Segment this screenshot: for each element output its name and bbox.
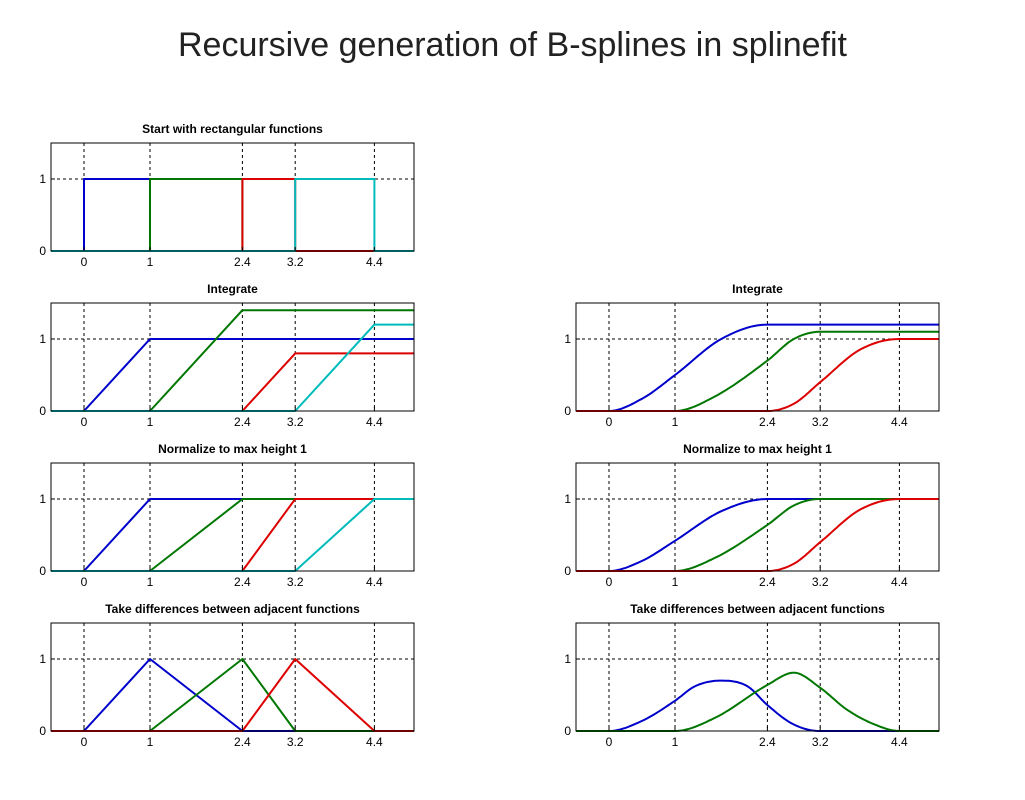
x-tick-label: 0 <box>606 415 613 429</box>
series-line-3 <box>51 658 414 732</box>
axes-frame <box>50 302 415 412</box>
y-tick-label: 1 <box>39 652 46 666</box>
y-tick-label: 1 <box>39 332 46 346</box>
y-tick-label: 1 <box>564 492 571 506</box>
subplot-title: Normalize to max height 1 <box>683 442 832 456</box>
x-tick-label: 0 <box>606 735 613 749</box>
x-tick-label: 3.2 <box>812 415 829 429</box>
series-line-2 <box>51 498 414 572</box>
x-tick-label: 4.4 <box>891 575 908 589</box>
series-line-1 <box>576 679 939 732</box>
x-tick-label: 2.4 <box>234 255 251 269</box>
series-line-1 <box>51 178 414 252</box>
series-line-1 <box>576 498 939 572</box>
y-tick-label: 1 <box>39 172 46 186</box>
series-line-3 <box>51 178 414 252</box>
x-tick-label: 1 <box>147 255 154 269</box>
subplot-title: Take differences between adjacent functi… <box>105 602 360 616</box>
series-line-4 <box>51 498 414 572</box>
series-line-2 <box>576 330 939 412</box>
x-tick-label: 4.4 <box>891 735 908 749</box>
series-line-2 <box>576 671 939 732</box>
series-line-2 <box>51 309 414 412</box>
series-line-3 <box>576 498 939 572</box>
x-tick-label: 4.4 <box>366 255 383 269</box>
x-tick-label: 1 <box>147 575 154 589</box>
x-tick-label: 3.2 <box>287 255 304 269</box>
x-tick-label: 0 <box>81 415 88 429</box>
y-tick-label: 0 <box>564 564 571 578</box>
y-tick-label: 1 <box>564 332 571 346</box>
subplot-title: Start with rectangular functions <box>142 122 323 136</box>
subplot-7: 0 1 2.4 3.2 4.4 0 1 Take differences between ad… <box>564 602 940 749</box>
x-tick-label: 4.4 <box>366 735 383 749</box>
x-tick-label: 0 <box>81 735 88 749</box>
subplot-title: Normalize to max height 1 <box>158 442 307 456</box>
series-line-3 <box>576 338 939 412</box>
series-line-3 <box>51 498 414 572</box>
y-tick-label: 0 <box>39 724 46 738</box>
subplot-title: Take differences between adjacent functi… <box>630 602 885 616</box>
series-line-2 <box>51 658 414 732</box>
x-tick-label: 3.2 <box>287 735 304 749</box>
x-tick-label: 0 <box>606 575 613 589</box>
x-tick-label: 1 <box>672 575 679 589</box>
axes-frame <box>50 142 415 252</box>
series-line-1 <box>51 498 414 572</box>
x-tick-label: 3.2 <box>812 735 829 749</box>
y-tick-label: 0 <box>564 724 571 738</box>
x-tick-label: 3.2 <box>812 575 829 589</box>
x-tick-label: 4.4 <box>891 415 908 429</box>
x-tick-label: 1 <box>672 415 679 429</box>
x-tick-label: 1 <box>147 415 154 429</box>
x-tick-label: 1 <box>147 735 154 749</box>
x-tick-label: 2.4 <box>759 575 776 589</box>
subplot-1: 0 1 2.4 3.2 4.4 0 1 Start with rectangular func… <box>39 122 415 269</box>
x-tick-label: 4.4 <box>366 415 383 429</box>
series-line-4 <box>51 323 414 412</box>
series-line-3 <box>51 352 414 412</box>
y-tick-label: 1 <box>564 652 571 666</box>
y-tick-label: 0 <box>564 404 571 418</box>
axes-frame <box>575 302 940 412</box>
axes-frame <box>50 622 415 732</box>
x-tick-label: 3.2 <box>287 575 304 589</box>
subplot-6: 0 1 2.4 3.2 4.4 0 1 Normalize to max height 1 <box>564 442 940 589</box>
series-line-1 <box>51 338 414 412</box>
y-tick-label: 0 <box>39 564 46 578</box>
subplot-title: Integrate <box>207 282 258 296</box>
x-tick-label: 2.4 <box>759 415 776 429</box>
subplot-4: 0 1 2.4 3.2 4.4 0 1 Take differences between ad… <box>39 602 415 749</box>
x-tick-label: 0 <box>81 255 88 269</box>
series-line-4 <box>51 178 414 252</box>
x-tick-label: 2.4 <box>759 735 776 749</box>
subplot-5: 0 1 2.4 3.2 4.4 0 1 Integrate <box>564 282 940 429</box>
x-tick-label: 0 <box>81 575 88 589</box>
subplot-2: 0 1 2.4 3.2 4.4 0 1 Integrate <box>39 282 415 429</box>
axes-frame <box>575 462 940 572</box>
figure-title: Recursive generation of B-splines in spl… <box>177 26 847 64</box>
subplot-title: Integrate <box>732 282 783 296</box>
y-tick-label: 0 <box>39 244 46 258</box>
series-line-2 <box>51 178 414 252</box>
subplot-3: 0 1 2.4 3.2 4.4 0 1 Normalize to max height 1 <box>39 442 415 589</box>
x-tick-label: 2.4 <box>234 575 251 589</box>
x-tick-label: 4.4 <box>366 575 383 589</box>
y-tick-label: 1 <box>39 492 46 506</box>
x-tick-label: 3.2 <box>287 415 304 429</box>
series-line-1 <box>51 658 414 732</box>
y-tick-label: 0 <box>39 404 46 418</box>
x-tick-label: 2.4 <box>234 735 251 749</box>
series-line-2 <box>576 498 939 572</box>
x-tick-label: 1 <box>672 735 679 749</box>
axes-frame <box>50 462 415 572</box>
x-tick-label: 2.4 <box>234 415 251 429</box>
axes-frame <box>575 622 940 732</box>
